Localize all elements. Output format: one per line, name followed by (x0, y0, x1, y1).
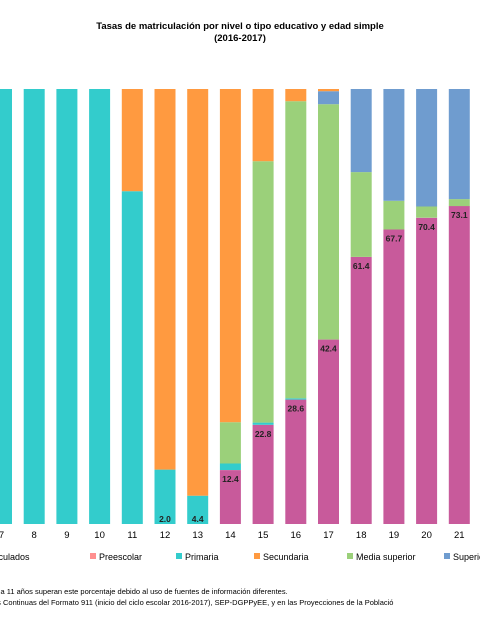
data-label: 61.4 (353, 261, 370, 271)
bar-segment (252, 424, 274, 524)
bar-segment (285, 89, 307, 102)
legend-item: Secundaria (254, 552, 309, 562)
legend-label: Superior (453, 552, 480, 562)
bar-segment (448, 199, 470, 207)
legend-swatch (444, 553, 450, 559)
x-tick-label: 18 (356, 530, 367, 541)
legend-swatch (254, 553, 260, 559)
legend-item: Media superior (347, 552, 416, 562)
data-label: 2.0 (159, 514, 171, 524)
x-tick-label: 20 (421, 530, 432, 541)
bar-segment (0, 89, 12, 524)
x-tick-label: 19 (389, 530, 400, 541)
legend-label: Media superior (356, 552, 416, 562)
legend-item: atriculados (0, 552, 30, 562)
bar-segment (121, 191, 143, 524)
bar-segment (285, 398, 307, 400)
x-tick-label: 21 (454, 530, 465, 541)
bar-segment (383, 89, 405, 201)
bar-segment (318, 89, 339, 92)
legend-label: Primaria (185, 552, 219, 562)
bar-segment (252, 89, 274, 162)
bar-segment (154, 469, 176, 524)
legend-item: Primaria (176, 552, 219, 562)
bar-segment (285, 399, 307, 524)
bar-segment (187, 89, 209, 496)
bar-segment (56, 89, 78, 524)
x-tick-label: 16 (291, 530, 302, 541)
data-label: 42.4 (320, 344, 337, 354)
legend: atriculados Preescolar Primaria Secundar… (0, 552, 480, 566)
bar-segment (416, 206, 438, 218)
data-label: 12.4 (222, 474, 239, 484)
x-tick-label: 13 (192, 530, 203, 541)
bar-segment (448, 206, 470, 524)
bar-segment (448, 89, 470, 200)
data-label: 73.1 (451, 210, 468, 220)
x-tick-label: 17 (323, 530, 334, 541)
bars-layer (0, 89, 470, 525)
bar-segment (219, 463, 241, 470)
bar-segment (383, 229, 405, 524)
bar-segment (350, 172, 372, 257)
bar-segment (219, 422, 241, 464)
bar-segment (318, 104, 339, 340)
bar-segment (154, 89, 176, 470)
footnote-1: s de 5 a 11 años superan este porcentaje… (0, 587, 288, 596)
bar-segment (416, 217, 438, 525)
x-tick-label: 14 (225, 530, 236, 541)
chart-title-line1: Tasas de matriculación por nivel o tipo … (96, 21, 384, 32)
bar-segment (285, 101, 307, 399)
legend-label: Secundaria (263, 552, 309, 562)
bar-segment (416, 89, 438, 207)
bar-segment (350, 89, 372, 173)
bar-segment (383, 200, 405, 230)
bar-segment (252, 161, 274, 423)
legend-label: atriculados (0, 552, 30, 562)
bar-segment (23, 89, 45, 524)
x-tick-label: 11 (127, 530, 137, 541)
bar-segment (318, 91, 339, 105)
data-label: 67.7 (386, 234, 403, 244)
bar-segment (89, 89, 111, 524)
bar-segment (318, 339, 339, 524)
x-tick-label: 9 (64, 530, 69, 541)
legend-swatch (347, 553, 353, 559)
bar-segment (219, 89, 241, 423)
data-label: 4.4 (192, 514, 204, 524)
legend-swatch (176, 553, 182, 559)
data-labels: 2.0 4.4 12.4 22.8 28.6 42.4 61.4 67.7 70.4 73.1 (159, 210, 468, 524)
x-tick-label: 15 (258, 530, 269, 541)
data-label: 28.6 (288, 404, 305, 414)
data-label: 22.8 (255, 429, 272, 439)
legend-swatch (90, 553, 96, 559)
bar-segment (252, 422, 274, 425)
data-label: 70.4 (418, 222, 435, 232)
bar-segment (121, 89, 143, 192)
chart-title-line2: (2016-2017) (214, 33, 266, 44)
legend-item: Superior (444, 552, 480, 562)
bar-segment (350, 256, 372, 524)
footnotes: s de 5 a 11 años superan este porcentaje… (0, 586, 480, 608)
x-tick-label: 7 (0, 530, 4, 541)
bar-segment (187, 495, 209, 524)
legend-item: Preescolar (90, 552, 142, 562)
x-tick-label: 12 (160, 530, 171, 541)
x-tick-label: 10 (94, 530, 105, 541)
bar-segment (219, 470, 241, 524)
chart-title: Tasas de matriculación por nivel o tipo … (0, 21, 480, 45)
footnote-2: lísticas Continuas del Formato 911 (inic… (0, 598, 394, 607)
x-tick-label: 8 (32, 530, 37, 541)
x-tick-labels: 7 8 9 10 11 12 13 14 15 16 17 18 19 20 21 (0, 530, 465, 541)
legend-label: Preescolar (99, 552, 143, 562)
